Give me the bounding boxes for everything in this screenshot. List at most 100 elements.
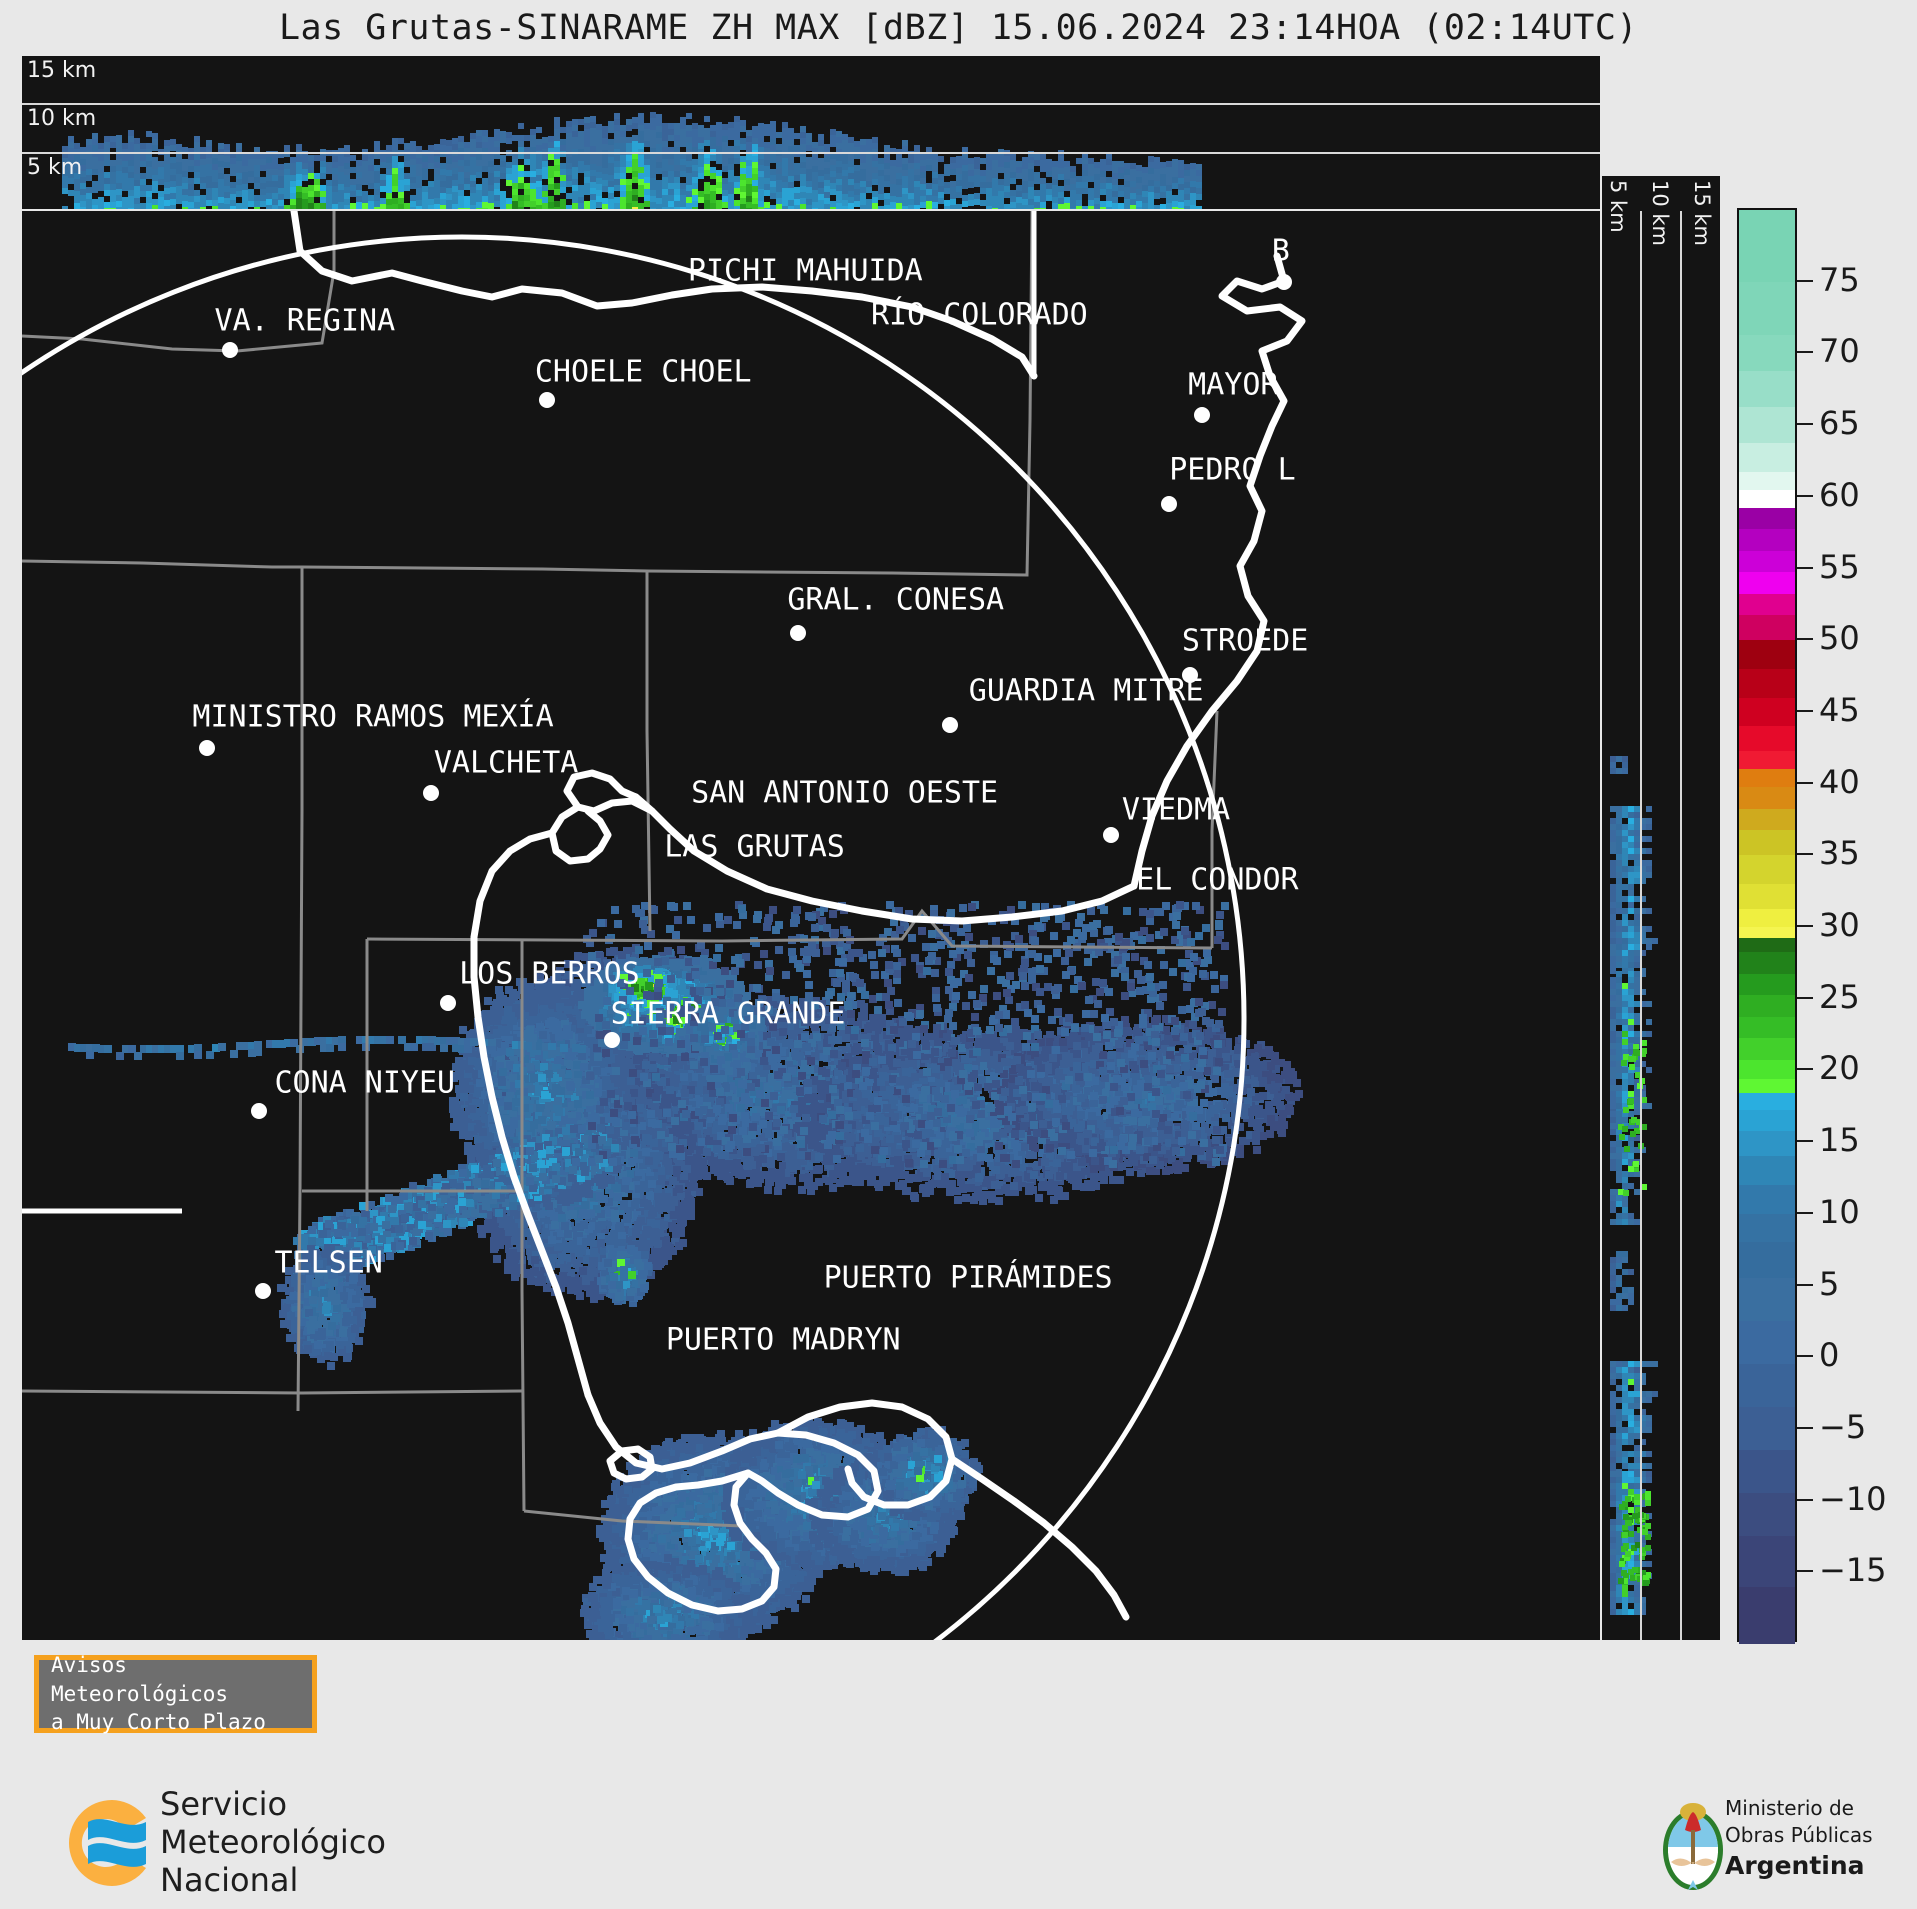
city-label: MAYOR bbox=[1188, 368, 1278, 403]
colorbar-segment bbox=[1739, 1016, 1795, 1039]
colorbar-tick bbox=[1797, 781, 1813, 784]
colorbar-tick bbox=[1797, 351, 1813, 354]
colorbar-tick bbox=[1797, 709, 1813, 712]
altitude-gridline-10km bbox=[22, 103, 1600, 105]
colorbar-segment bbox=[1739, 1450, 1795, 1494]
colorbar-segment bbox=[1739, 1407, 1795, 1451]
city-label: EL CONDOR bbox=[1136, 862, 1299, 897]
city-label: SAN ANTONIO OESTE bbox=[691, 775, 998, 810]
colorbar-segment bbox=[1739, 443, 1795, 472]
city-dot bbox=[250, 1103, 267, 1120]
altitude-label-right-5km: 5 km bbox=[1606, 180, 1630, 233]
city-dot bbox=[539, 391, 556, 408]
city-label: SIERRA GRANDE bbox=[611, 997, 846, 1032]
colorbar-segment bbox=[1739, 1131, 1795, 1157]
colorbar-segment bbox=[1739, 787, 1795, 809]
colorbar-segment bbox=[1739, 615, 1795, 641]
colorbar bbox=[1737, 208, 1797, 1644]
colorbar-segment bbox=[1739, 489, 1795, 508]
colorbar-segment bbox=[1739, 830, 1795, 856]
colorbar-segment bbox=[1739, 529, 1795, 551]
colorbar-segment bbox=[1739, 883, 1795, 910]
colorbar-tick bbox=[1797, 279, 1813, 282]
altitude-label-5km: 5 km bbox=[27, 157, 82, 179]
colorbar-tick-label: −10 bbox=[1819, 1480, 1887, 1518]
city-label: STROEDE bbox=[1182, 624, 1308, 659]
cross-section-right-echoes bbox=[1610, 756, 1658, 1615]
colorbar-tick-label: 0 bbox=[1819, 1336, 1839, 1374]
colorbar-tick-label: −15 bbox=[1819, 1551, 1887, 1589]
colorbar-tick-label: 35 bbox=[1819, 834, 1860, 872]
colorbar-tick-label: 20 bbox=[1819, 1049, 1860, 1087]
altitude-label-10km: 10 km bbox=[27, 108, 96, 130]
colorbar-tick bbox=[1797, 1426, 1813, 1429]
altitude-label-15km: 15 km bbox=[27, 60, 96, 82]
city-label: GUARDIA MITRE bbox=[969, 674, 1204, 709]
ministry-text-line-3: Argentina bbox=[1725, 1849, 1873, 1883]
colorbar-segment bbox=[1739, 1109, 1795, 1132]
smn-logo-text: Servicio Meteorológico Nacional bbox=[160, 1785, 386, 1899]
colorbar-segment bbox=[1739, 697, 1795, 727]
colorbar-tick bbox=[1797, 996, 1813, 999]
colorbar-tick bbox=[1797, 494, 1813, 497]
page-title: Las Grutas-SINARAME ZH MAX [dBZ] 15.06.2… bbox=[0, 8, 1917, 48]
colorbar-tick-label: 5 bbox=[1819, 1265, 1839, 1303]
colorbar-segment bbox=[1739, 1213, 1795, 1243]
radar-map-panel[interactable]: PICHI MAHUIDA RÍO COLORADO VA. REGINA CHOEL… bbox=[22, 211, 1600, 1640]
city-label: CHOELE CHOEL bbox=[535, 355, 752, 390]
colorbar-tick-label: 70 bbox=[1819, 332, 1860, 370]
city-label: TELSEN bbox=[274, 1245, 382, 1280]
colorbar-segment bbox=[1739, 1321, 1795, 1365]
city-label: VA. REGINA bbox=[215, 304, 396, 339]
altitude-gridline-right-5km bbox=[1640, 211, 1642, 1640]
colorbar-tick-label: 55 bbox=[1819, 548, 1860, 586]
colorbar-tick bbox=[1797, 423, 1813, 426]
colorbar-segment bbox=[1739, 1536, 1795, 1587]
ministry-text-line-1: Ministerio de bbox=[1725, 1795, 1873, 1822]
warning-line-1: Avisos Meteorológicos bbox=[51, 1651, 312, 1708]
city-label: MINISTRO RAMOS MEXÍA bbox=[192, 699, 553, 734]
city-label: CONA NIYEU bbox=[274, 1065, 455, 1100]
colorbar-segment bbox=[1739, 550, 1795, 573]
colorbar-segment bbox=[1739, 593, 1795, 616]
colorbar-segment bbox=[1739, 952, 1795, 974]
colorbar-segment bbox=[1739, 281, 1795, 336]
city-dot bbox=[422, 784, 439, 801]
warning-badge[interactable]: Avisos Meteorológicos a Muy Corto Plazo bbox=[34, 1653, 317, 1736]
colorbar-segment bbox=[1739, 927, 1795, 938]
city-dot bbox=[1276, 274, 1293, 291]
colorbar-segment bbox=[1739, 335, 1795, 372]
colorbar-tick-layer: 75 70 65 60 55 50 45 40 35 30 25 20 15 10 5 0 −5 −10 −15 bbox=[1797, 208, 1917, 1642]
colorbar-segment bbox=[1739, 995, 1795, 1017]
colorbar-segment bbox=[1739, 769, 1795, 788]
city-label: PICHI MAHUIDA bbox=[688, 254, 923, 289]
city-dot bbox=[1181, 667, 1198, 684]
colorbar-tick-label: 75 bbox=[1819, 261, 1860, 299]
city-label: VIEDMA bbox=[1122, 792, 1230, 827]
coastline bbox=[290, 211, 1306, 1621]
city-dot bbox=[1194, 407, 1211, 424]
argentina-coat-of-arms-icon bbox=[1663, 1803, 1723, 1890]
city-dot bbox=[941, 717, 958, 734]
colorbar-segment bbox=[1739, 909, 1795, 927]
colorbar-tick bbox=[1797, 1140, 1813, 1143]
warning-line-2: a Muy Corto Plazo bbox=[51, 1708, 312, 1736]
colorbar-tick-label: 30 bbox=[1819, 906, 1860, 944]
province-boundaries bbox=[22, 211, 1219, 1528]
colorbar-tick bbox=[1797, 1570, 1813, 1573]
colorbar-tick-label: 50 bbox=[1819, 619, 1860, 657]
colorbar-tick-label: 25 bbox=[1819, 978, 1860, 1016]
cross-section-right-panel bbox=[1602, 211, 1720, 1640]
colorbar-segment bbox=[1739, 1586, 1795, 1644]
colorbar-segment bbox=[1739, 1493, 1795, 1537]
colorbar-tick bbox=[1797, 853, 1813, 856]
colorbar-segment bbox=[1739, 937, 1795, 953]
city-dot bbox=[222, 341, 239, 358]
colorbar-segment bbox=[1739, 751, 1795, 770]
city-label: GRAL. CONESA bbox=[787, 582, 1004, 617]
ministry-text-line-2: Obras Públicas bbox=[1725, 1822, 1873, 1849]
colorbar-tick-label: 40 bbox=[1819, 763, 1860, 801]
smn-text-line-2: Meteorológico bbox=[160, 1823, 386, 1862]
colorbar-segment bbox=[1739, 407, 1795, 444]
colorbar-segment bbox=[1739, 1038, 1795, 1060]
